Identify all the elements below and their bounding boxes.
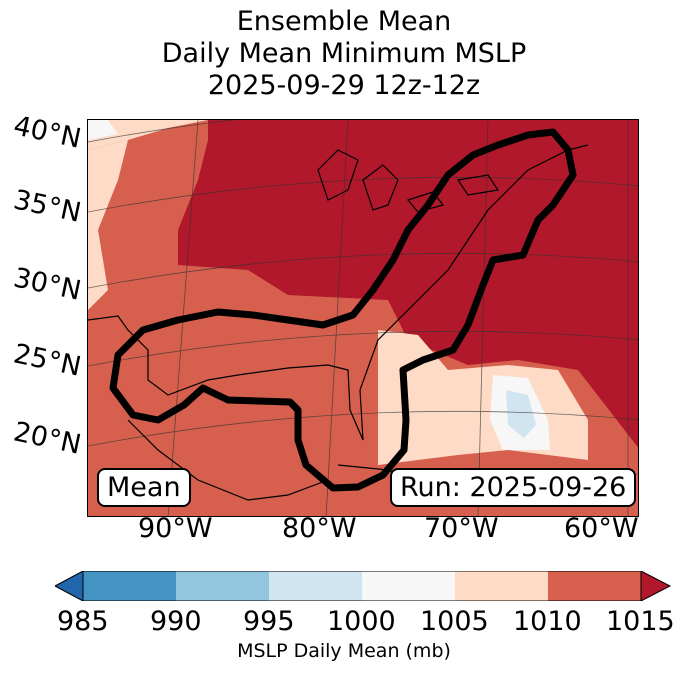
great-lake <box>456 174 500 196</box>
colorbar-bin-1005-1010 <box>455 571 548 601</box>
great-lake <box>362 164 399 211</box>
colorbar-label: MSLP Daily Mean (mb) <box>237 640 451 662</box>
map-panel: Mean Run: 2025-09-26 <box>87 119 639 517</box>
colorbar-tick: 985 <box>57 606 109 637</box>
lat-label-30: 30°N <box>10 262 84 307</box>
atlantic-coast <box>359 144 589 441</box>
field-1005-1010-west <box>88 140 128 310</box>
lon-label-60w: 60°W <box>564 513 639 544</box>
colorbar-tick: 1005 <box>420 606 489 637</box>
meridian-line <box>477 120 489 516</box>
contour-outline <box>109 128 577 492</box>
parallel-line <box>88 252 638 289</box>
great-lake <box>406 191 445 213</box>
colorbar-tick: 990 <box>150 606 202 637</box>
gulf-coast <box>88 315 364 441</box>
lat-label-40: 40°N <box>10 110 84 155</box>
field-above-1015 <box>178 120 638 448</box>
mexico-coast <box>127 419 329 501</box>
mslp-field <box>88 120 638 516</box>
colorbar-border <box>82 571 642 601</box>
lon-label-80w: 80°W <box>282 513 357 544</box>
colorbar-bin-985-990 <box>83 571 176 601</box>
great-lake <box>317 149 359 201</box>
parallel-line <box>88 330 638 367</box>
field-995-1000-atlantic <box>506 390 536 438</box>
lon-label-70w: 70°W <box>424 513 499 544</box>
colorbar-tick: 1010 <box>513 606 582 637</box>
colorbar-extend-low <box>55 571 84 601</box>
parallel-line <box>88 410 638 447</box>
lon-label-90w: 90°W <box>138 513 213 544</box>
parallel-line <box>88 120 238 143</box>
colorbar-extend-high <box>640 571 672 601</box>
mean-label: Mean <box>97 468 191 507</box>
title-line-3: 2025-09-29 12z-12z <box>207 70 481 101</box>
colorbar-tick: 1015 <box>606 606 675 637</box>
lat-label-35: 35°N <box>10 184 84 229</box>
title-line-2: Daily Mean Minimum MSLP <box>161 38 527 69</box>
lat-label-20: 20°N <box>10 416 84 461</box>
colorbar-bin-1010-1015 <box>548 571 641 601</box>
title-line-1: Ensemble Mean <box>236 6 452 37</box>
colorbar <box>55 571 672 601</box>
run-label: Run: 2025-09-26 <box>390 468 637 507</box>
field-1000-1005-corner <box>88 120 118 140</box>
colorbar-tick: 995 <box>243 606 295 637</box>
lat-label-25: 25°N <box>10 338 84 383</box>
colorbar-bin-1000-1005 <box>362 571 455 601</box>
colorbar-bin-990-995 <box>176 571 269 601</box>
colorbar-bin-995-1000 <box>269 571 362 601</box>
colorbar-tick: 1000 <box>327 606 396 637</box>
